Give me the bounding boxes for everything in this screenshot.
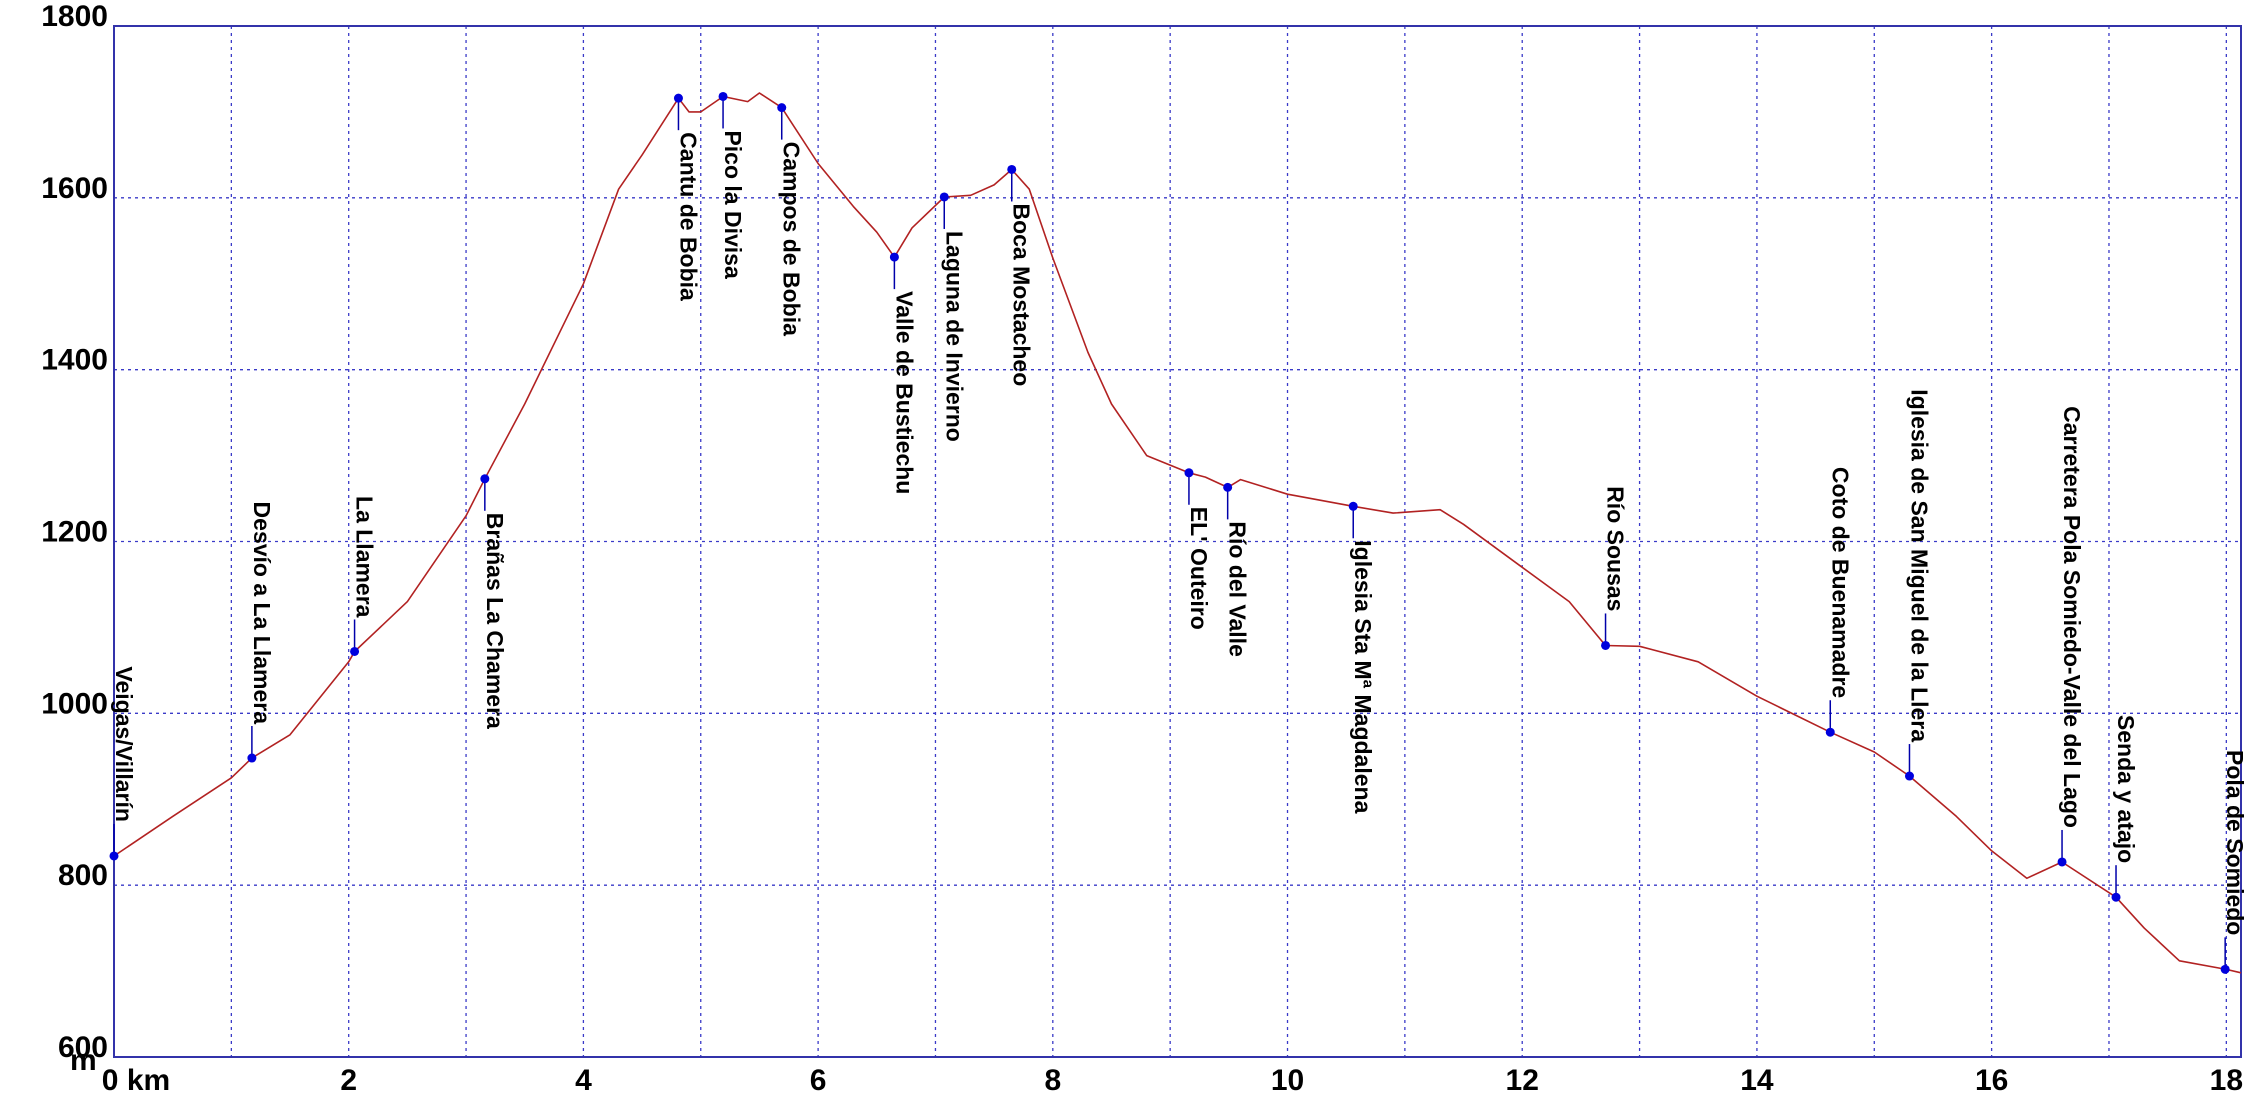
x-tick-label: 14 [1740,1064,1774,1097]
waypoint [2220,964,2230,974]
y-tick-label: 1800 [41,0,108,33]
x-tick-label: 10 [1271,1064,1304,1097]
waypoint [889,252,899,262]
waypoint-label: Veigas/Villarín [111,666,137,822]
waypoint-label: Pico la Divisa [720,130,746,279]
waypoint-label-group: Brañas La Chamera [482,513,508,729]
waypoint-label-group: Cantu de Bobia [675,132,701,301]
x-tick-label: 2 [340,1064,357,1097]
waypoint [777,103,787,113]
y-tick-label: 1600 [41,172,108,205]
waypoint [2111,892,2121,902]
x-tick-label: 18 [2210,1064,2243,1097]
waypoint [1223,482,1233,492]
waypoint-label-group: Río Sousas [1603,486,1629,611]
waypoint-label: Senda y atajo [2113,715,2139,863]
x-tick-label: 0 km [102,1064,170,1097]
waypoint [109,851,119,861]
waypoint [1007,164,1017,174]
y-tick-label: 600 [58,1031,108,1064]
waypoint-label-group: EL' Outeiro [1186,507,1212,630]
x-tick-label: 4 [575,1064,592,1097]
waypoint-label: Río Sousas [1603,486,1629,611]
x-tick-label: 12 [1506,1064,1539,1097]
waypoint-label-group: Laguna de Invierno [941,231,967,442]
waypoint [1904,771,1914,781]
waypoint [2057,857,2067,867]
elevation-profile [113,92,2242,974]
waypoint-label-group: Veigas/Villarín [111,666,137,822]
waypoint-label: Carretera Pola Somiedo-Valle del Lago [2059,406,2085,828]
waypoint [673,93,683,103]
waypoint-label-group: La Llamera [352,496,378,618]
waypoint [718,91,728,101]
waypoint-label: Iglesia Sta Mª Magdalena [1350,540,1376,813]
waypoint-label: Cantu de Bobia [675,132,701,301]
waypoint-label-group: Pico la Divisa [720,130,746,279]
waypoint-label-group: Carretera Pola Somiedo-Valle del Lago [2059,406,2085,828]
waypoint-label: Río del Valle [1225,521,1251,657]
waypoint-label: Laguna de Invierno [941,231,967,442]
waypoint [480,474,490,484]
waypoint-label: Iglesia de San Miguel de la Llera [1906,389,1932,742]
waypoint-label-group: Coto de Buenamadre [1827,467,1853,698]
waypoint-label-group: Campos de Bobia [779,142,805,336]
waypoint-label: Pola de Somiedo [2222,750,2248,935]
waypoint-label-group: Valle de Bustiechu [891,291,917,494]
waypoint-label-group: Boca Mostacheo [1009,203,1035,386]
y-tick-label: 1000 [41,687,108,720]
waypoint-label: Desvío a La Llamera [249,502,275,725]
x-tick-label: 8 [1044,1064,1061,1097]
waypoint-label-group: Pola de Somiedo [2222,750,2248,935]
waypoint [350,646,360,656]
waypoint-label: EL' Outeiro [1186,507,1212,630]
waypoint-label-group: Senda y atajo [2113,715,2139,863]
waypoint-label: La Llamera [352,496,378,618]
plot-frame [113,25,2242,1058]
y-tick-label: 800 [58,859,108,892]
waypoint [247,753,257,763]
y-tick-label: 1400 [41,344,108,377]
waypoint [939,192,949,202]
y-axis-label: m [70,1044,97,1077]
waypoint [1825,727,1835,737]
waypoint-label-group: Iglesia de San Miguel de la Llera [1906,389,1932,742]
waypoint-label: Valle de Bustiechu [891,291,917,494]
waypoint [1184,468,1194,478]
x-tick-label: 6 [810,1064,827,1097]
waypoint-label: Boca Mostacheo [1009,203,1035,386]
waypoint-label: Campos de Bobia [779,142,805,336]
waypoint-label-group: Iglesia Sta Mª Magdalena [1350,540,1376,813]
y-tick-label: 1200 [41,515,108,548]
waypoint [1601,640,1611,650]
waypoint-label: Brañas La Chamera [482,513,508,729]
waypoint [1348,501,1358,511]
waypoint-label-group: Río del Valle [1225,521,1251,657]
waypoint-label-group: Desvío a La Llamera [249,502,275,725]
waypoint-label: Coto de Buenamadre [1827,467,1853,698]
x-tick-label: 16 [1975,1064,2008,1097]
